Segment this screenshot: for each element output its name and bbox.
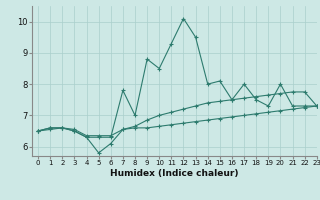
X-axis label: Humidex (Indice chaleur): Humidex (Indice chaleur) (110, 169, 239, 178)
